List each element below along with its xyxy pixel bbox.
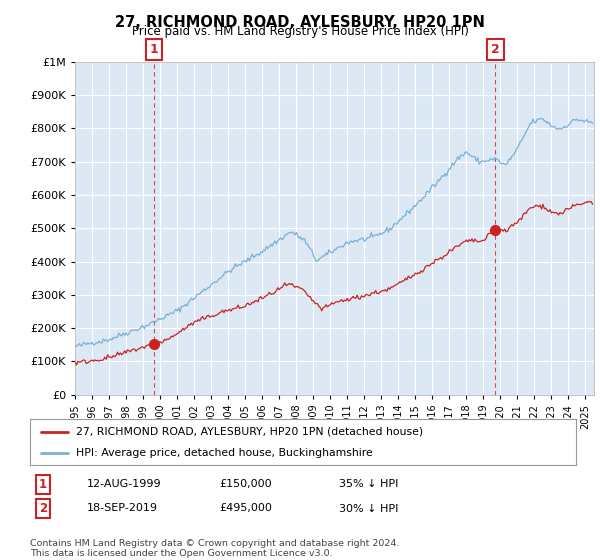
Text: 2: 2 xyxy=(491,43,500,56)
Text: 27, RICHMOND ROAD, AYLESBURY, HP20 1PN (detached house): 27, RICHMOND ROAD, AYLESBURY, HP20 1PN (… xyxy=(76,427,424,437)
Text: 35% ↓ HPI: 35% ↓ HPI xyxy=(339,479,398,489)
Text: HPI: Average price, detached house, Buckinghamshire: HPI: Average price, detached house, Buck… xyxy=(76,449,373,458)
Text: 30% ↓ HPI: 30% ↓ HPI xyxy=(339,503,398,514)
Text: £495,000: £495,000 xyxy=(219,503,272,514)
Text: £150,000: £150,000 xyxy=(219,479,272,489)
Text: 2: 2 xyxy=(39,502,47,515)
Text: 27, RICHMOND ROAD, AYLESBURY, HP20 1PN: 27, RICHMOND ROAD, AYLESBURY, HP20 1PN xyxy=(115,15,485,30)
Text: 18-SEP-2019: 18-SEP-2019 xyxy=(87,503,158,514)
Text: 1: 1 xyxy=(39,478,47,491)
Text: Contains HM Land Registry data © Crown copyright and database right 2024.
This d: Contains HM Land Registry data © Crown c… xyxy=(30,539,400,558)
Text: 1: 1 xyxy=(149,43,158,56)
Text: Price paid vs. HM Land Registry's House Price Index (HPI): Price paid vs. HM Land Registry's House … xyxy=(131,25,469,38)
Text: 12-AUG-1999: 12-AUG-1999 xyxy=(87,479,161,489)
